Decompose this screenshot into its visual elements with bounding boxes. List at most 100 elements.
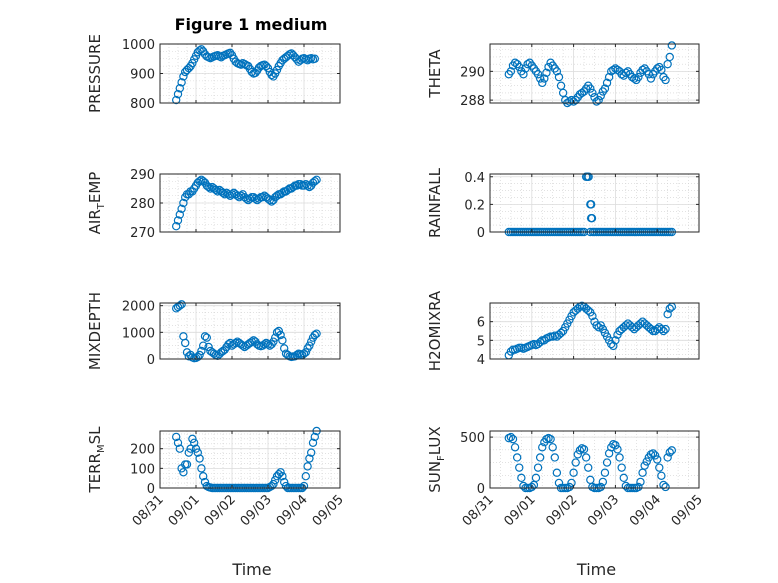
x-tick-label: 08/31 bbox=[460, 492, 497, 529]
y-tick-label: 200 bbox=[130, 443, 155, 458]
y-axis-label: MIXDEPTH bbox=[86, 292, 104, 370]
data-point bbox=[303, 462, 312, 471]
x-tick-label: 09/05 bbox=[669, 492, 706, 529]
data-point bbox=[594, 323, 603, 332]
data-point bbox=[648, 449, 658, 458]
data-point bbox=[200, 332, 210, 341]
data-point bbox=[565, 97, 574, 106]
data-point bbox=[646, 324, 656, 334]
data-point bbox=[556, 328, 566, 338]
data-point bbox=[307, 448, 316, 457]
data-point bbox=[611, 64, 620, 73]
data-point bbox=[636, 477, 645, 487]
data-point bbox=[542, 68, 551, 77]
data-point bbox=[581, 453, 591, 462]
data-point bbox=[177, 78, 186, 87]
data-point bbox=[310, 177, 319, 186]
data-point bbox=[179, 72, 188, 81]
data-point bbox=[258, 192, 267, 202]
data-point bbox=[193, 352, 202, 362]
data-point bbox=[640, 461, 649, 470]
data-point bbox=[301, 472, 310, 481]
data-point bbox=[577, 88, 587, 98]
data-point bbox=[276, 330, 285, 340]
data-point bbox=[173, 438, 183, 447]
y-tick-label: 0.2 bbox=[464, 198, 485, 213]
y-tick-label: 0 bbox=[477, 226, 485, 241]
data-point bbox=[655, 463, 664, 472]
data-point bbox=[540, 74, 549, 83]
data-point bbox=[602, 458, 612, 467]
data-point bbox=[269, 337, 278, 346]
y-tick-label: 288 bbox=[460, 94, 485, 109]
data-point bbox=[567, 478, 576, 488]
y-tick-label: 900 bbox=[130, 68, 155, 83]
data-point bbox=[308, 438, 318, 447]
subplot-sun_flux: 0 500 08/31 09/01 09/02 09/03 09/04 09/05 Time SU… bbox=[426, 426, 706, 579]
y-tick-label: 270 bbox=[130, 226, 155, 241]
data-point bbox=[594, 95, 603, 105]
y-tick-label: 6 bbox=[477, 316, 485, 331]
data-point bbox=[202, 333, 211, 342]
data-point bbox=[310, 54, 319, 63]
data-point bbox=[175, 210, 184, 219]
data-point bbox=[184, 448, 193, 457]
y-tick-label: 0 bbox=[147, 353, 155, 368]
data-point bbox=[665, 448, 674, 457]
y-tick-label: 0 bbox=[147, 482, 155, 497]
subplot-air_temp: 270 280 290 AIRTEMP bbox=[86, 168, 341, 241]
data-point bbox=[280, 477, 289, 487]
data-point bbox=[197, 464, 206, 473]
data-point bbox=[186, 444, 195, 453]
data-point bbox=[206, 184, 215, 193]
x-axis-label: Time bbox=[576, 560, 616, 579]
data-point bbox=[586, 84, 595, 93]
data-point bbox=[571, 458, 580, 467]
data-point bbox=[247, 67, 256, 77]
data-point bbox=[613, 445, 622, 454]
data-point bbox=[191, 444, 201, 453]
data-point bbox=[193, 448, 202, 457]
data-point bbox=[575, 446, 585, 455]
data-point bbox=[592, 321, 601, 330]
data-point bbox=[665, 304, 674, 313]
data-point bbox=[584, 306, 593, 315]
data-point bbox=[263, 63, 273, 73]
y-tick-label: 500 bbox=[460, 431, 485, 446]
y-tick-label: 280 bbox=[130, 197, 155, 212]
data-point bbox=[515, 62, 524, 72]
data-point bbox=[565, 482, 574, 492]
data-point bbox=[642, 457, 651, 466]
x-tick-label: 09/04 bbox=[274, 492, 311, 529]
data-point bbox=[175, 301, 184, 310]
data-point bbox=[573, 450, 582, 459]
axes-box bbox=[489, 173, 700, 233]
data-point bbox=[535, 338, 545, 347]
data-point bbox=[538, 78, 547, 88]
data-point bbox=[204, 182, 213, 192]
data-point bbox=[621, 68, 631, 77]
figure-title: Figure 1 medium bbox=[175, 15, 328, 34]
data-point bbox=[262, 61, 271, 71]
data-point bbox=[546, 434, 555, 444]
data-point bbox=[584, 172, 593, 181]
data-point bbox=[523, 59, 532, 69]
y-axis-label-rest: EMP bbox=[86, 172, 104, 203]
data-point bbox=[519, 70, 528, 79]
data-point bbox=[575, 90, 585, 99]
data-point bbox=[506, 432, 516, 442]
data-point bbox=[276, 468, 285, 477]
y-axis-label-base: MIXDEPTH bbox=[86, 292, 104, 370]
data-point bbox=[661, 482, 670, 492]
data-point bbox=[535, 74, 545, 83]
data-point bbox=[307, 53, 316, 63]
data-point bbox=[527, 482, 537, 492]
y-axis-label-base: PRESSURE bbox=[86, 34, 104, 113]
data-point bbox=[569, 468, 578, 477]
data-point bbox=[663, 453, 672, 462]
data-point bbox=[312, 329, 321, 338]
x-tick-label: 09/01 bbox=[166, 492, 203, 529]
x-tick-label: 09/03 bbox=[585, 492, 622, 529]
data-point bbox=[657, 324, 666, 334]
data-point bbox=[197, 346, 206, 356]
